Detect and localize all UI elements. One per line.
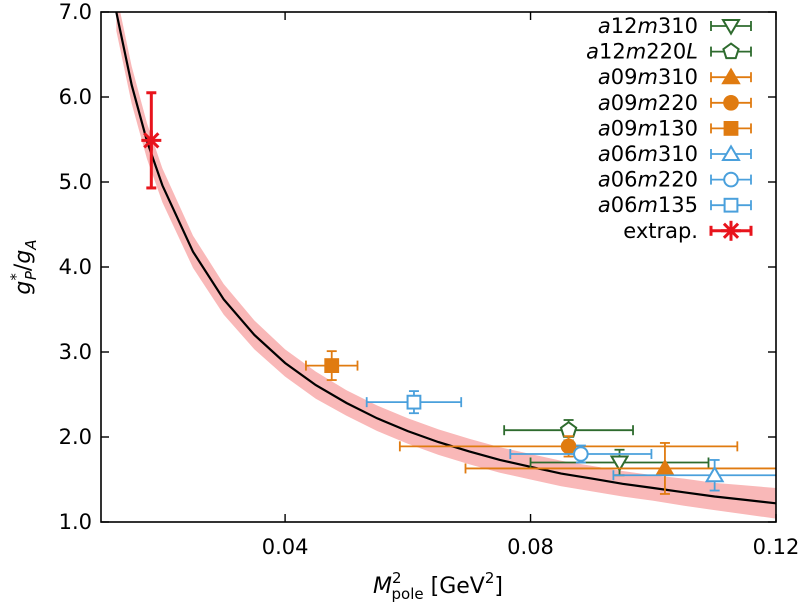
data-points-layer: [141, 91, 776, 495]
y-tick-label: 7.0: [59, 0, 92, 24]
marker: [406, 394, 422, 410]
y-tick-label: 4.0: [59, 255, 92, 279]
marker: [704, 465, 725, 483]
x-tick-label: 0.12: [753, 535, 800, 559]
marker: [721, 220, 741, 241]
marker: [721, 144, 741, 161]
y-tick-label: 5.0: [59, 170, 92, 194]
x-axis-label: M2 pole [GeV2]: [373, 569, 503, 603]
y-tick-label: 2.0: [59, 425, 92, 449]
marker-stroke: [143, 132, 160, 149]
data-point-a09m130: [305, 350, 359, 381]
marker: [723, 197, 739, 213]
marker: [721, 19, 741, 36]
marker-stroke: [722, 222, 740, 239]
data-point-a06m310: [612, 459, 776, 492]
marker: [721, 67, 741, 85]
legend: a12m310a12m220La09m310a09m220a09m130a06m…: [586, 14, 753, 243]
legend-label: a12m310: [598, 14, 698, 38]
legend-entry-a06m135: a06m135: [598, 193, 752, 217]
fit-curve: [115, 12, 776, 505]
y-tick-label: 6.0: [59, 85, 92, 109]
x-tick-label: 0.04: [262, 535, 309, 559]
marker: [573, 446, 589, 462]
data-point-extrap: [141, 91, 162, 190]
y-tick-label: 3.0: [59, 340, 92, 364]
legend-entry-extrap: extrap.: [623, 219, 753, 243]
data-point-a06m220: [509, 444, 653, 464]
marker: [141, 130, 162, 151]
marker: [560, 438, 577, 455]
legend-entry-a09m310: a09m310: [598, 65, 752, 89]
marker: [723, 171, 739, 188]
legend-label: a09m220: [598, 91, 698, 115]
legend-entry-a06m310: a06m310: [598, 142, 752, 166]
marker: [723, 95, 739, 111]
y-tick-label: 1.0: [59, 510, 92, 534]
axis-ticks-layer: 1.0 2.0 3.0 4.0 5.0 6.0 7.0 0.04 0.08 0.12: [59, 0, 800, 559]
data-point-a09m220: [398, 435, 739, 458]
legend-label: a06m135: [598, 193, 698, 217]
x-tick-label: 0.08: [507, 535, 554, 559]
legend-entry-a09m130: a09m130: [598, 116, 752, 140]
legend-label: a06m310: [598, 142, 698, 166]
legend-entry-a12m310: a12m310: [598, 14, 752, 38]
data-point-a06m135: [365, 390, 463, 415]
y-axis-label: g*P/gA: [7, 239, 40, 294]
legend-entry-a09m220: a09m220: [598, 91, 752, 115]
legend-label: a06m220: [598, 168, 698, 192]
legend-label: a09m310: [598, 65, 698, 89]
legend-entry-a06m220: a06m220: [598, 168, 752, 192]
fit-curve-layer: [115, 12, 776, 505]
legend-label: a12m220L: [586, 40, 698, 64]
marker: [324, 358, 340, 374]
marker: [609, 455, 630, 473]
marker: [722, 42, 740, 60]
legend-label: extrap.: [623, 219, 698, 243]
marker: [723, 121, 739, 136]
legend-entry-a12m220L: a12m220L: [586, 40, 752, 64]
legend-label: a09m130: [598, 116, 698, 140]
marker: [559, 420, 578, 438]
